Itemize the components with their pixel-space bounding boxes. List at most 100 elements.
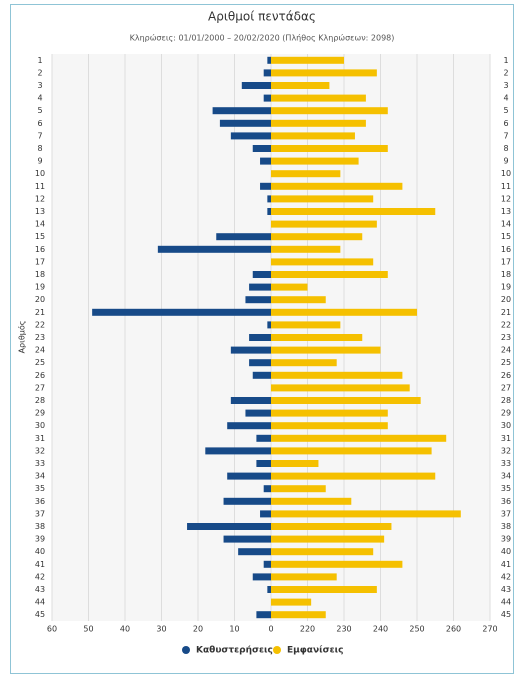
bar bbox=[271, 321, 341, 329]
bar bbox=[271, 208, 436, 215]
y-tick-label-right: 22 bbox=[501, 320, 511, 329]
y-tick-label-right: 38 bbox=[501, 522, 511, 531]
y-tick-label-right: 5 bbox=[503, 106, 508, 115]
bar bbox=[271, 359, 337, 367]
x-tick-label: 250 bbox=[409, 625, 424, 634]
bar bbox=[267, 586, 271, 593]
y-tick-label: 16 bbox=[35, 245, 45, 254]
bar bbox=[271, 258, 374, 266]
bar bbox=[271, 447, 432, 455]
y-tick-label-right: 15 bbox=[501, 232, 511, 241]
y-tick-label-right: 41 bbox=[501, 560, 511, 569]
y-tick-label: 3 bbox=[37, 81, 42, 90]
bar bbox=[252, 573, 271, 581]
y-tick-label-right: 8 bbox=[503, 144, 508, 153]
bar bbox=[92, 308, 272, 316]
bar bbox=[245, 296, 271, 304]
bar bbox=[271, 271, 388, 278]
y-tick-label: 9 bbox=[37, 157, 42, 166]
y-tick-label-right: 32 bbox=[501, 446, 511, 455]
y-tick-label-right: 2 bbox=[503, 68, 508, 77]
bar bbox=[223, 497, 271, 505]
y-tick-label-right: 44 bbox=[501, 598, 511, 607]
bar bbox=[271, 195, 374, 203]
y-tick-label-right: 4 bbox=[503, 94, 508, 103]
y-tick-label: 26 bbox=[35, 371, 45, 380]
legend-marker bbox=[273, 646, 281, 654]
x-tick-label: 230 bbox=[336, 625, 351, 634]
y-tick-label-right: 28 bbox=[501, 396, 511, 405]
bar bbox=[249, 334, 271, 341]
x-tick-label: 10 bbox=[229, 625, 239, 634]
y-tick-label: 19 bbox=[35, 283, 45, 292]
x-tick-label: 30 bbox=[156, 625, 166, 634]
bar bbox=[249, 359, 271, 367]
y-tick-label: 40 bbox=[35, 547, 45, 556]
y-axis-title: Αριθμός bbox=[17, 321, 27, 354]
y-tick-label-right: 7 bbox=[503, 131, 508, 140]
y-tick-label-right: 26 bbox=[501, 371, 511, 380]
y-tick-label: 32 bbox=[35, 446, 45, 455]
y-tick-label-right: 9 bbox=[503, 157, 508, 166]
x-tick-label: 240 bbox=[373, 625, 388, 634]
bar bbox=[227, 422, 271, 430]
y-tick-label-right: 10 bbox=[501, 169, 511, 178]
y-tick-label-right: 19 bbox=[501, 283, 511, 292]
chart-title: Αριθμοί πεντάδας bbox=[208, 10, 316, 24]
bar bbox=[271, 346, 381, 354]
y-tick-label: 1 bbox=[37, 56, 42, 65]
bar bbox=[187, 523, 271, 530]
y-tick-label: 8 bbox=[37, 144, 42, 153]
bar bbox=[263, 94, 271, 102]
bar bbox=[271, 334, 363, 341]
bar bbox=[212, 107, 271, 115]
bar bbox=[271, 523, 392, 530]
y-tick-label: 18 bbox=[35, 270, 45, 279]
y-tick-label-right: 6 bbox=[503, 119, 508, 128]
y-tick-label-right: 33 bbox=[501, 459, 511, 468]
x-tick-label: 20 bbox=[193, 625, 203, 634]
bar bbox=[271, 384, 410, 392]
y-tick-label-right: 1 bbox=[503, 56, 508, 65]
y-tick-label-right: 24 bbox=[501, 346, 511, 355]
bar bbox=[271, 497, 352, 505]
y-tick-label-right: 12 bbox=[501, 194, 511, 203]
y-tick-label-right: 37 bbox=[501, 509, 511, 518]
bar bbox=[256, 434, 271, 442]
y-tick-label: 4 bbox=[37, 94, 42, 103]
bar bbox=[256, 460, 271, 467]
y-tick-label: 25 bbox=[35, 358, 45, 367]
y-tick-label: 33 bbox=[35, 459, 45, 468]
bar bbox=[271, 296, 326, 304]
bar bbox=[271, 182, 403, 190]
y-tick-label-right: 18 bbox=[501, 270, 511, 279]
y-tick-label: 45 bbox=[35, 610, 45, 619]
bar bbox=[230, 397, 271, 404]
bar bbox=[267, 321, 271, 329]
y-tick-label-right: 30 bbox=[501, 421, 511, 430]
y-tick-label: 35 bbox=[35, 484, 45, 493]
bar bbox=[252, 271, 271, 278]
y-tick-label: 14 bbox=[35, 220, 45, 229]
y-tick-label: 42 bbox=[35, 572, 45, 581]
y-tick-label: 13 bbox=[35, 207, 45, 216]
bar bbox=[271, 220, 377, 228]
y-tick-label: 6 bbox=[37, 119, 42, 128]
y-tick-label-right: 45 bbox=[501, 610, 511, 619]
y-tick-label: 21 bbox=[35, 308, 45, 317]
chart-subtitle: Κληρώσεις: 01/01/2000 – 20/02/2020 (Πλήθ… bbox=[130, 33, 395, 43]
y-tick-label: 11 bbox=[35, 182, 45, 191]
y-tick-label-right: 25 bbox=[501, 358, 511, 367]
bar bbox=[227, 472, 271, 480]
bar bbox=[205, 447, 271, 455]
bar bbox=[271, 371, 403, 379]
y-tick-label-right: 43 bbox=[501, 585, 511, 594]
bar bbox=[271, 245, 341, 253]
y-tick-label-right: 39 bbox=[501, 535, 511, 544]
y-tick-label-right: 16 bbox=[501, 245, 511, 254]
bar bbox=[271, 107, 388, 115]
y-tick-label: 34 bbox=[35, 472, 45, 481]
bar bbox=[271, 485, 326, 493]
bar bbox=[263, 69, 271, 77]
bar bbox=[252, 145, 271, 152]
